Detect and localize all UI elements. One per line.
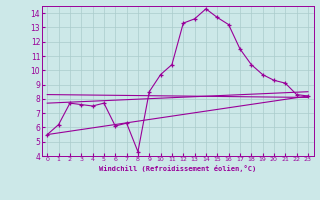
X-axis label: Windchill (Refroidissement éolien,°C): Windchill (Refroidissement éolien,°C) bbox=[99, 165, 256, 172]
